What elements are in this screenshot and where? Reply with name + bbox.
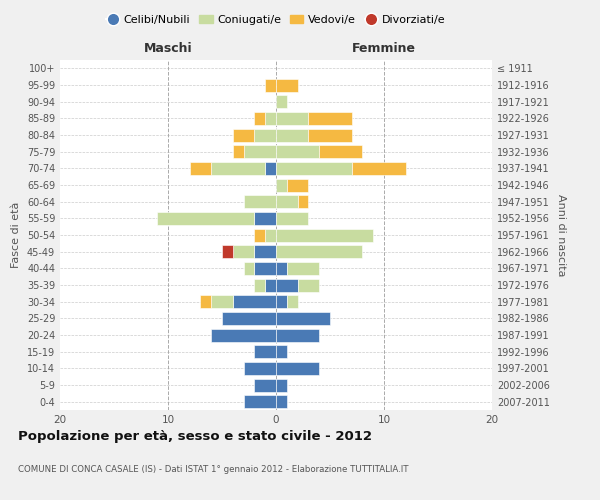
Bar (287, 295, 298, 308)
Bar (265, 78, 276, 92)
Bar (211, 295, 233, 308)
Bar (233, 295, 276, 308)
Bar (244, 145, 276, 158)
Bar (276, 95, 287, 108)
Bar (244, 195, 276, 208)
Bar (254, 262, 276, 275)
Bar (244, 362, 276, 375)
Bar (222, 245, 233, 258)
Bar (276, 312, 330, 325)
Bar (254, 378, 276, 392)
Bar (265, 162, 276, 175)
Y-axis label: Anni di nascita: Anni di nascita (556, 194, 566, 276)
Bar (254, 112, 265, 125)
Bar (276, 128, 308, 141)
Bar (265, 278, 276, 291)
Text: Femmine: Femmine (352, 42, 416, 55)
Bar (265, 112, 276, 125)
Bar (287, 262, 319, 275)
Bar (352, 162, 406, 175)
Bar (276, 378, 287, 392)
Bar (254, 228, 265, 241)
Bar (233, 128, 254, 141)
Bar (265, 228, 276, 241)
Bar (254, 212, 276, 225)
Bar (254, 345, 276, 358)
Bar (276, 295, 287, 308)
Text: Popolazione per età, sesso e stato civile - 2012: Popolazione per età, sesso e stato civil… (18, 430, 372, 443)
Bar (254, 278, 265, 291)
Bar (244, 262, 254, 275)
Bar (276, 78, 298, 92)
Text: Maschi: Maschi (143, 42, 193, 55)
Bar (298, 278, 319, 291)
Bar (276, 212, 308, 225)
Bar (276, 345, 287, 358)
Bar (190, 162, 211, 175)
Bar (308, 128, 352, 141)
Bar (276, 262, 287, 275)
Bar (287, 178, 308, 192)
Bar (276, 395, 287, 408)
Bar (276, 195, 298, 208)
Bar (233, 245, 254, 258)
Bar (254, 245, 276, 258)
Bar (276, 162, 352, 175)
Bar (276, 362, 319, 375)
Bar (233, 145, 244, 158)
Bar (211, 162, 265, 175)
Bar (276, 328, 319, 342)
Bar (276, 245, 362, 258)
Bar (254, 128, 276, 141)
Bar (157, 212, 254, 225)
Legend: Celibi/Nubili, Coniugati/e, Vedovi/e, Divorziati/e: Celibi/Nubili, Coniugati/e, Vedovi/e, Di… (101, 10, 451, 29)
Bar (276, 278, 298, 291)
Bar (276, 112, 308, 125)
Bar (244, 395, 276, 408)
Bar (200, 295, 211, 308)
Bar (298, 195, 308, 208)
Bar (276, 145, 319, 158)
Bar (222, 312, 276, 325)
Bar (276, 228, 373, 241)
Y-axis label: Fasce di età: Fasce di età (11, 202, 21, 268)
Text: COMUNE DI CONCA CASALE (IS) - Dati ISTAT 1° gennaio 2012 - Elaborazione TUTTITAL: COMUNE DI CONCA CASALE (IS) - Dati ISTAT… (18, 465, 409, 474)
Bar (308, 112, 352, 125)
Bar (211, 328, 276, 342)
Bar (276, 178, 287, 192)
Bar (319, 145, 362, 158)
